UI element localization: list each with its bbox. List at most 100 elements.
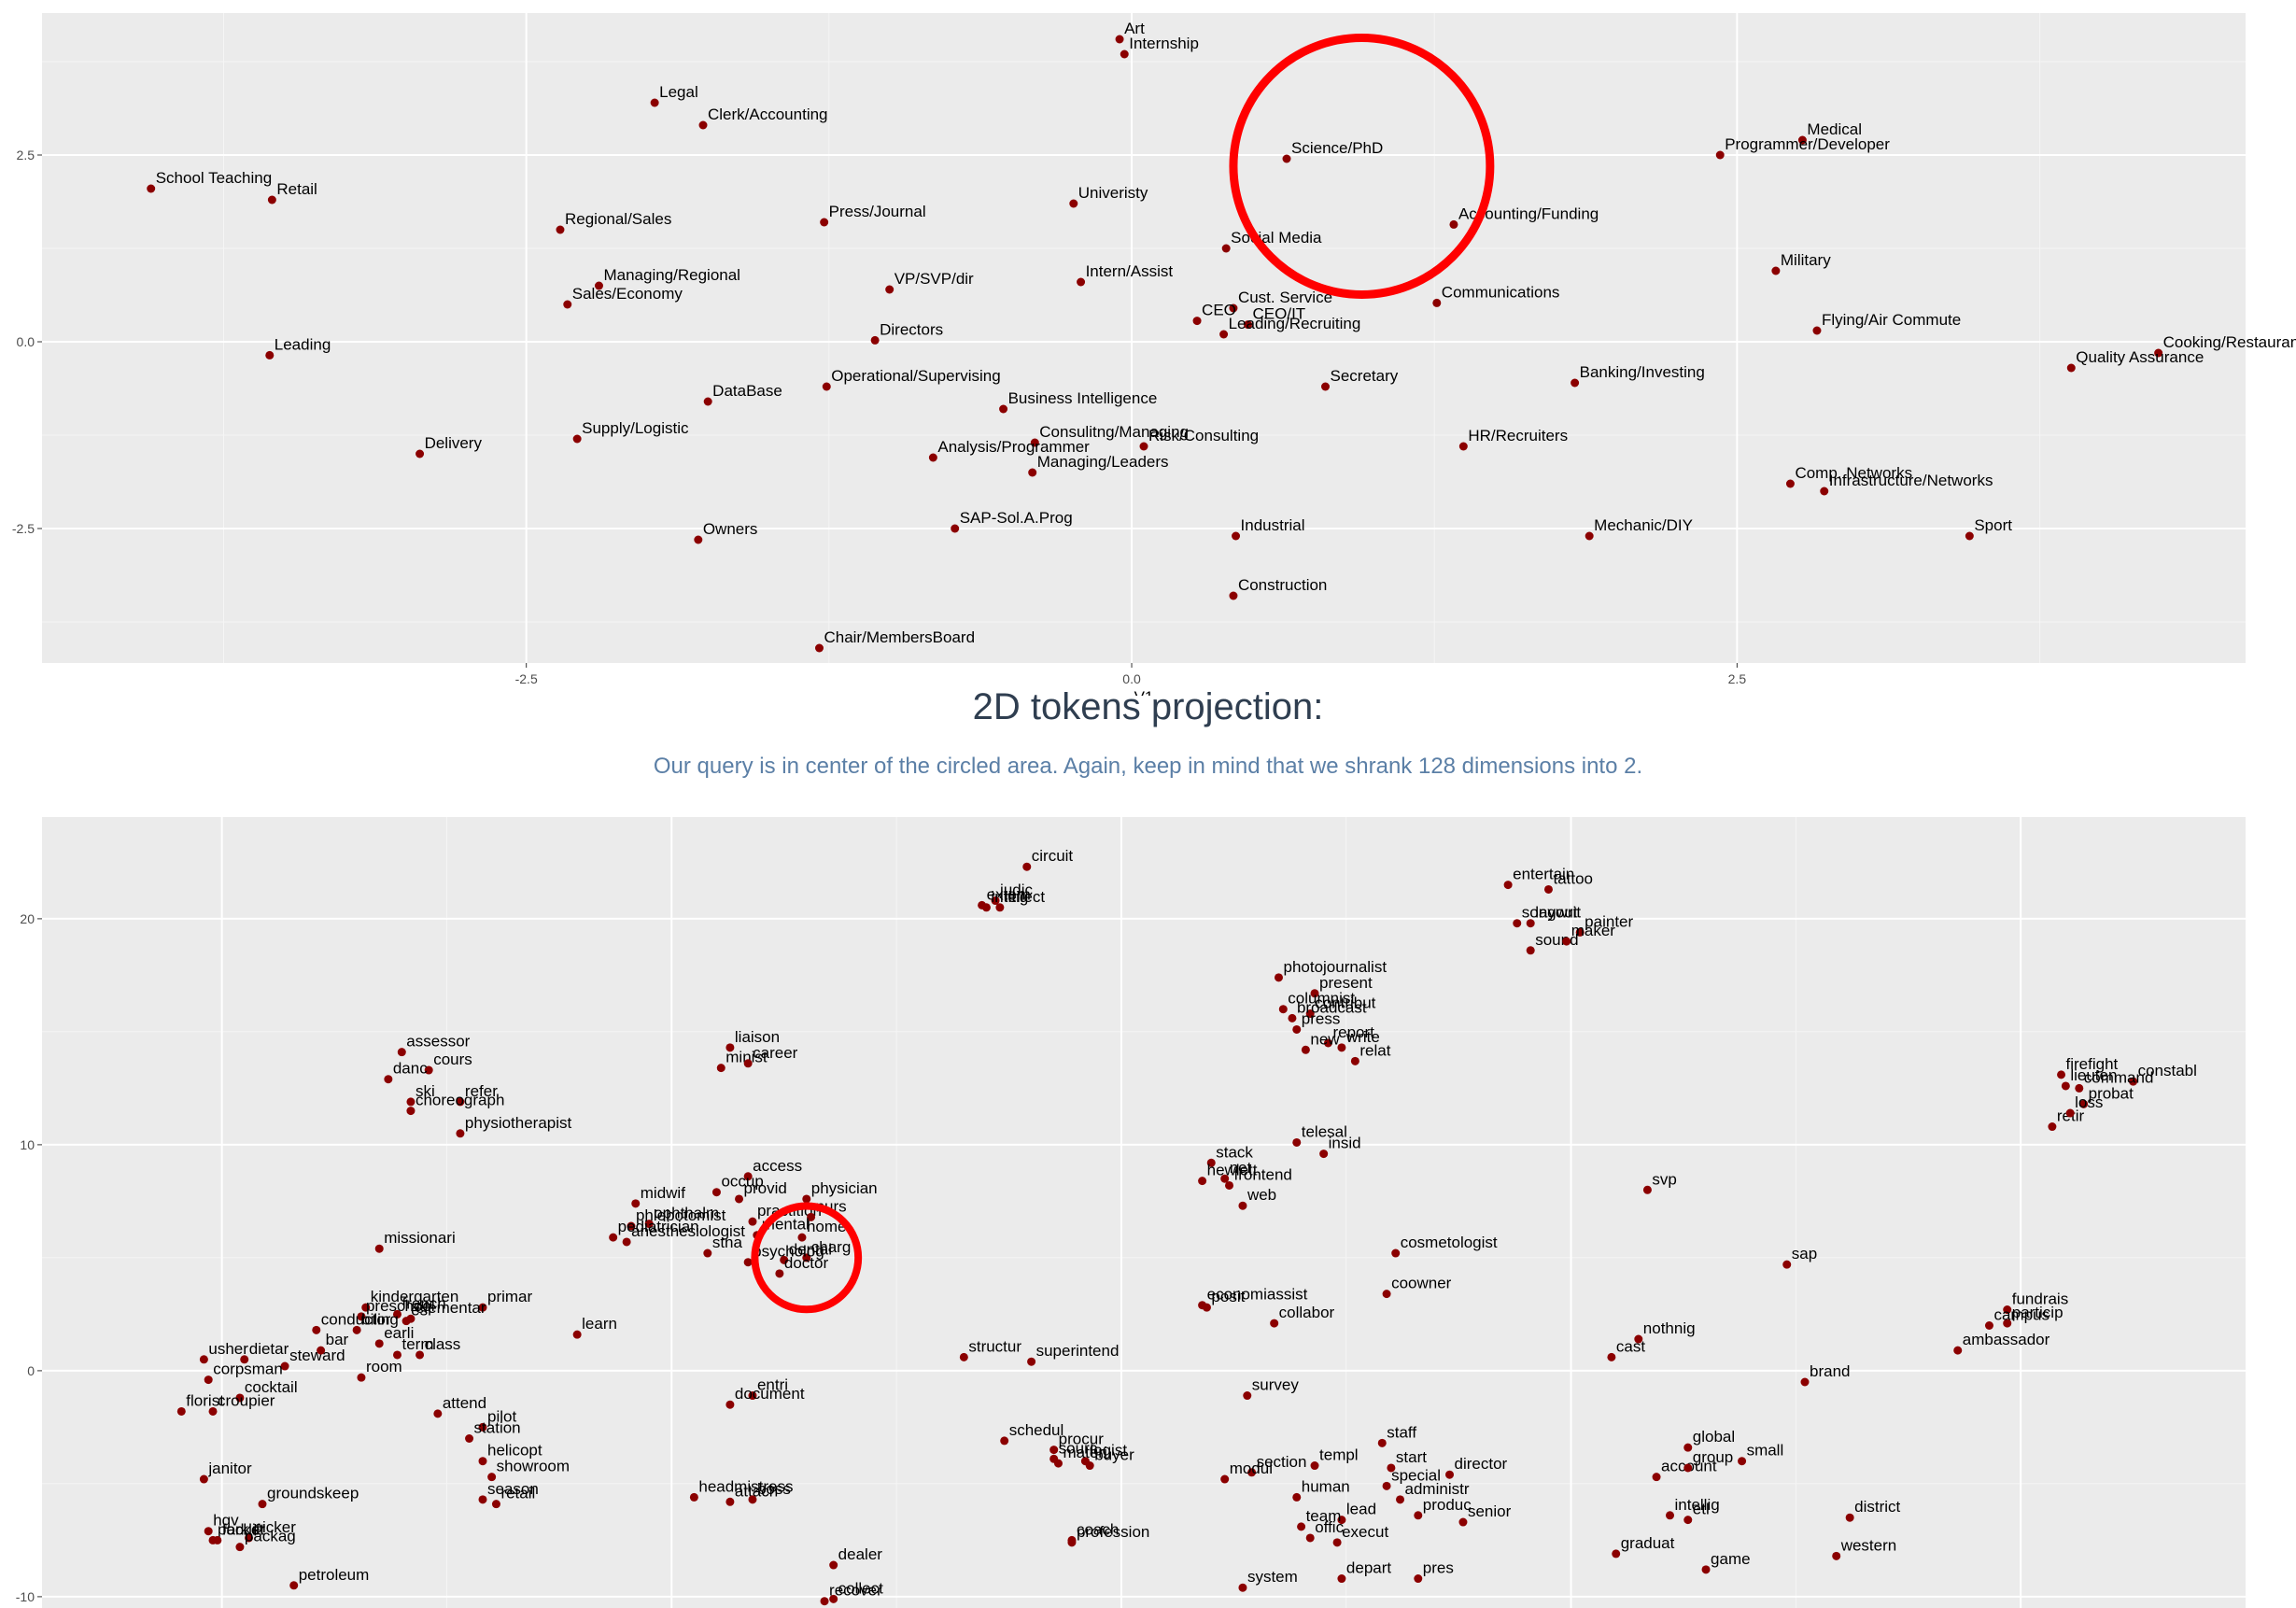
point-hr-recruiters: HR/Recruiters bbox=[1458, 427, 1568, 451]
data-point bbox=[995, 903, 1005, 912]
point-showroom: showroom bbox=[487, 1458, 570, 1482]
data-point bbox=[1274, 973, 1283, 982]
point-label: Regional/Sales bbox=[565, 210, 671, 228]
point-doctor: doctor bbox=[775, 1254, 828, 1278]
data-point bbox=[1666, 1511, 1675, 1520]
point-label: midwif bbox=[641, 1184, 685, 1202]
point-label: biling bbox=[361, 1310, 399, 1328]
point-etl: etl bbox=[1683, 1501, 1710, 1525]
data-point bbox=[1270, 1319, 1279, 1328]
point-entri: entri bbox=[748, 1376, 788, 1401]
data-point bbox=[2079, 1099, 2089, 1108]
point-label: Analysis/Programmer bbox=[937, 438, 1090, 456]
data-point bbox=[1526, 919, 1535, 928]
point-label: campus bbox=[1993, 1306, 2049, 1324]
data-point bbox=[456, 1129, 465, 1138]
point-label: frontend bbox=[1234, 1165, 1292, 1183]
point-system: system bbox=[1238, 1568, 1298, 1592]
point-label: Consulitng/Managing bbox=[1039, 423, 1189, 441]
data-point bbox=[199, 1474, 208, 1484]
point-game: game bbox=[1701, 1550, 1751, 1574]
point-label: dietar bbox=[249, 1340, 289, 1358]
point-posit: posit bbox=[1202, 1288, 1246, 1312]
point-label: cosmetologist bbox=[1401, 1234, 1498, 1251]
point-label: Medical bbox=[1807, 120, 1862, 138]
point-label: stna bbox=[712, 1234, 743, 1251]
point-label: Programmer/Developer bbox=[1725, 135, 1890, 153]
data-point bbox=[267, 195, 276, 205]
data-point bbox=[1067, 1538, 1077, 1547]
point-circuit: circuit bbox=[1022, 847, 1073, 871]
point-label: intellig bbox=[1675, 1496, 1720, 1514]
data-point bbox=[1022, 862, 1032, 871]
data-point bbox=[703, 397, 712, 406]
data-point bbox=[1797, 135, 1807, 145]
point-start: start bbox=[1387, 1448, 1427, 1473]
point-label: dental bbox=[789, 1240, 832, 1258]
point-label: preschool bbox=[366, 1297, 435, 1315]
x-tick-label: 2.5 bbox=[1728, 671, 1747, 686]
data-point bbox=[743, 1059, 753, 1068]
point-label: procur bbox=[1059, 1431, 1105, 1448]
point-label: Cust. Service bbox=[1238, 289, 1332, 306]
point-document: document bbox=[725, 1385, 805, 1409]
point-label: DataBase bbox=[712, 382, 782, 400]
data-point bbox=[1396, 1495, 1405, 1504]
point-label: pilot bbox=[487, 1407, 516, 1425]
point-press: press bbox=[1292, 1009, 1340, 1034]
point-sport: Sport bbox=[1965, 516, 2012, 541]
point-label: Comp. Networks bbox=[1795, 464, 1912, 482]
point-conductor: conductor bbox=[312, 1310, 391, 1334]
point-label: Managing/Leaders bbox=[1037, 453, 1169, 471]
point-psycholog: psycholog bbox=[743, 1243, 824, 1267]
point-label: boss bbox=[757, 1480, 791, 1498]
point-label: Managing/Regional bbox=[603, 266, 740, 284]
point-label: headmistress bbox=[698, 1477, 793, 1495]
data-point bbox=[1965, 531, 1974, 541]
point-label: team bbox=[1306, 1507, 1342, 1525]
point-label: contribut bbox=[1315, 994, 1375, 1012]
data-point bbox=[1575, 927, 1585, 937]
data-point bbox=[2061, 1081, 2070, 1091]
data-point bbox=[1069, 199, 1078, 208]
point-label: collect bbox=[838, 1579, 883, 1597]
data-point bbox=[1225, 1180, 1234, 1190]
data-point bbox=[991, 896, 1000, 906]
data-point bbox=[1382, 1290, 1391, 1299]
point-corpsman: corpsman bbox=[204, 1361, 283, 1385]
point-esl: esl bbox=[401, 1302, 431, 1326]
point-label: judic bbox=[999, 882, 1033, 899]
data-point bbox=[644, 1220, 654, 1229]
point-label: Flying/Air Commute bbox=[1822, 311, 1961, 329]
data-point bbox=[814, 643, 824, 653]
point-univeristy: Univeristy bbox=[1069, 184, 1148, 208]
data-point bbox=[885, 285, 894, 294]
point-procur: procur bbox=[1049, 1431, 1104, 1455]
point-label: director bbox=[1455, 1455, 1508, 1473]
point-label: janitor bbox=[207, 1460, 252, 1477]
point-label: senior bbox=[1468, 1502, 1512, 1520]
point-label: refer bbox=[465, 1082, 498, 1100]
point-label: charg bbox=[811, 1238, 852, 1256]
point-label: danc bbox=[393, 1060, 428, 1078]
data-point bbox=[1771, 266, 1781, 275]
data-point bbox=[1414, 1574, 1423, 1584]
data-point bbox=[1221, 244, 1231, 253]
point-senior: senior bbox=[1458, 1502, 1512, 1527]
point-modul: modul bbox=[1220, 1460, 1273, 1484]
data-point bbox=[245, 1533, 254, 1543]
data-point bbox=[743, 1172, 753, 1181]
point-missionari: missionari bbox=[374, 1229, 456, 1253]
point-label: Banking/Investing bbox=[1580, 363, 1705, 381]
data-point bbox=[1077, 277, 1086, 287]
point-label: kindergarten bbox=[371, 1288, 459, 1305]
point-label: liaison bbox=[735, 1028, 780, 1046]
point-packag: packag bbox=[235, 1528, 296, 1552]
data-point bbox=[397, 1048, 406, 1057]
point-phlebotomist: phlebotomist bbox=[627, 1206, 726, 1231]
y-tick-label: 20 bbox=[20, 911, 35, 926]
point-label: brand bbox=[1810, 1362, 1850, 1380]
point-occup: occup bbox=[711, 1173, 764, 1197]
data-point bbox=[1000, 1436, 1009, 1446]
point-assessor: assessor bbox=[397, 1033, 471, 1057]
